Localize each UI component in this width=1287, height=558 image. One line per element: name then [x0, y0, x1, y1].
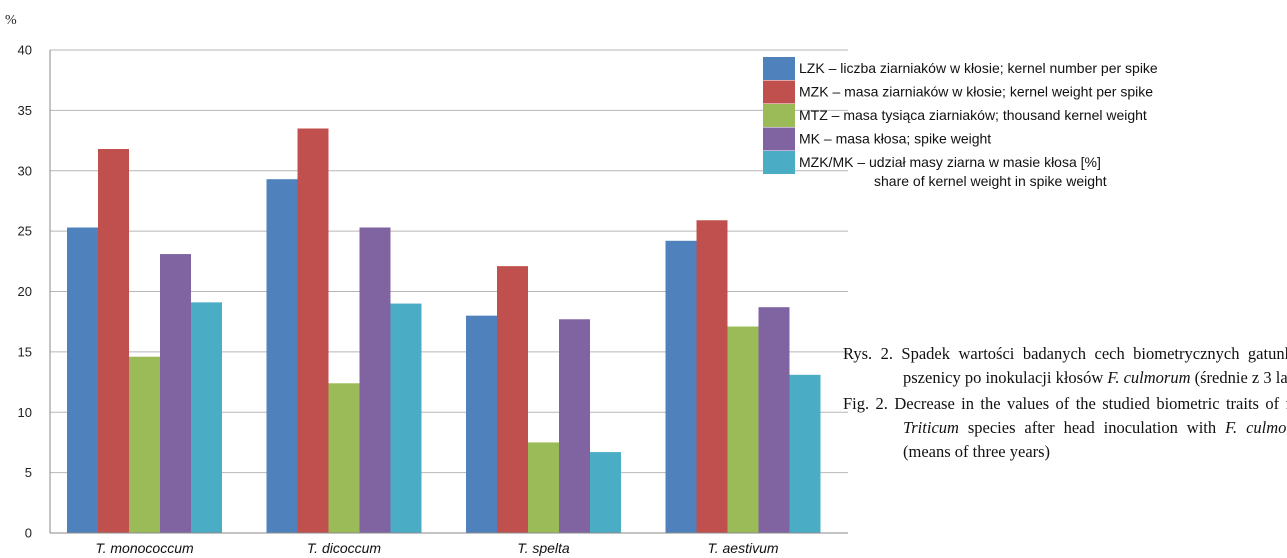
y-tick-label: 5 — [25, 465, 32, 480]
y-tick-label: 40 — [18, 43, 32, 58]
caption-polish: Rys. 2. Spadek wartości badanych cech bi… — [843, 342, 1287, 390]
category-label: T. spelta — [517, 540, 570, 556]
legend-label: LZK – liczba ziarniaków w kłosie; kernel… — [799, 60, 1158, 76]
bar — [129, 356, 160, 533]
bar — [789, 374, 821, 533]
bar — [528, 442, 559, 533]
category-label: T. monococcum — [95, 540, 194, 556]
legend-label-line2: share of kernel weight in spike weight — [874, 173, 1107, 189]
bar — [466, 315, 497, 533]
y-axis-label: % — [5, 13, 17, 28]
y-tick-label: 20 — [18, 284, 32, 299]
caption-pl-prefix: Rys. 2. Spadek wartości badanych cech bi… — [843, 344, 1287, 387]
caption-pl-suffix: (średnie z 3 lat) — [1190, 368, 1287, 387]
legend-label: MTZ – masa tysiąca ziarniaków; thousand … — [799, 107, 1147, 123]
bar — [98, 149, 129, 533]
bar — [665, 240, 697, 533]
y-tick-label: 30 — [18, 163, 32, 178]
legend-swatch — [763, 104, 795, 127]
bar — [590, 452, 621, 533]
figure-caption: Rys. 2. Spadek wartości badanych cech bi… — [843, 342, 1287, 466]
legend-swatch — [763, 127, 795, 151]
bar — [696, 220, 728, 533]
y-tick-label: 15 — [18, 344, 32, 359]
bar — [390, 303, 422, 533]
caption-english: Fig. 2. Decrease in the values of the st… — [843, 392, 1287, 464]
caption-pl-species: F. culmorum — [1107, 368, 1191, 387]
bar — [497, 266, 528, 533]
bar — [266, 179, 298, 533]
axes — [49, 50, 848, 534]
legend-label: MZK/MK – udział masy ziarna w masie kłos… — [799, 154, 1101, 170]
y-tick-label: 0 — [25, 526, 32, 541]
legend: LZK – liczba ziarniaków w kłosie; kernel… — [763, 57, 1158, 189]
caption-en-species: F. culmorum — [1225, 418, 1287, 437]
legend-swatch — [763, 151, 795, 174]
y-tick-label: 10 — [18, 405, 32, 420]
bar — [758, 307, 790, 533]
caption-en-suffix: (means of three years) — [903, 442, 1051, 461]
legend-label: MZK – masa ziarniaków w kłosie; kernel w… — [799, 84, 1153, 100]
caption-en-middle: species after head inoculation with — [958, 418, 1226, 437]
bars — [67, 128, 821, 534]
caption-en-prefix: Fig. 2. Decrease in the values of the st… — [843, 394, 1287, 413]
category-labels: T. monococcum T. dicoccum T. spelta T. aest… — [95, 540, 779, 556]
bar — [559, 319, 590, 533]
category-label: T. aestivum — [707, 540, 778, 556]
legend-label: MK – masa kłosa; spike weight — [799, 131, 991, 147]
legend-swatch — [763, 57, 795, 80]
bar — [359, 227, 391, 533]
bar — [328, 383, 360, 533]
legend-swatch — [763, 80, 795, 104]
bar — [160, 254, 191, 533]
bar — [67, 227, 98, 533]
y-tick-label: 35 — [18, 103, 32, 118]
category-label: T. dicoccum — [307, 540, 382, 556]
bar — [191, 302, 222, 533]
y-tick-labels: 0 5 10 15 20 25 30 35 40 — [18, 43, 32, 541]
caption-en-genus: Triticum — [903, 418, 959, 437]
bar — [297, 128, 329, 534]
bar — [727, 326, 759, 533]
y-tick-label: 25 — [18, 224, 32, 239]
